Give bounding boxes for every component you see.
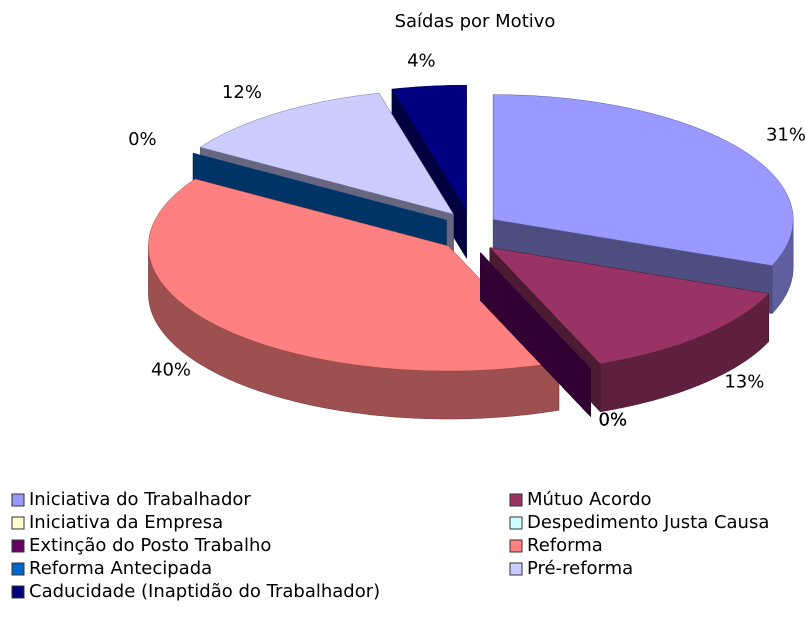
legend-label: Iniciativa da Empresa bbox=[29, 512, 223, 533]
chart-title: Saídas por Motivo bbox=[395, 11, 556, 32]
data-label: 31% bbox=[766, 124, 806, 145]
slice bbox=[391, 84, 467, 212]
legend-swatch bbox=[509, 539, 523, 553]
legend-swatch bbox=[11, 539, 25, 553]
data-label: 4% bbox=[407, 50, 436, 71]
legend-swatch bbox=[509, 493, 523, 507]
legend-label: Extinção do Posto Trabalho bbox=[29, 535, 271, 556]
data-label: 0% bbox=[599, 410, 628, 431]
data-label: 0% bbox=[599, 410, 628, 431]
slice bbox=[199, 92, 455, 215]
legend-label: Reforma Antecipada bbox=[29, 558, 212, 579]
data-label: 40% bbox=[151, 359, 191, 380]
data-label: 12% bbox=[222, 82, 262, 103]
legend-label: Caducidade (Inaptidão do Trabalhador) bbox=[29, 581, 380, 602]
legend-label: Despedimento Justa Causa bbox=[527, 512, 769, 533]
legend-swatch bbox=[11, 585, 25, 599]
slice bbox=[148, 178, 560, 372]
data-label: 0% bbox=[599, 410, 628, 431]
data-label: 13% bbox=[724, 371, 764, 392]
legend-label: Iniciativa do Trabalhador bbox=[29, 489, 251, 510]
legend-swatch bbox=[509, 562, 523, 576]
legend-swatch bbox=[509, 516, 523, 530]
pie bbox=[148, 84, 794, 420]
slice bbox=[193, 152, 447, 221]
legend-label: Reforma bbox=[527, 535, 603, 556]
legend-swatch bbox=[11, 493, 25, 507]
legend-swatch bbox=[11, 562, 25, 576]
slice bbox=[489, 247, 770, 365]
legend-label: Mútuo Acordo bbox=[527, 489, 652, 510]
slice bbox=[480, 252, 591, 369]
legend-label: Pré-reforma bbox=[527, 558, 633, 579]
legend-swatch bbox=[11, 516, 25, 530]
slice bbox=[492, 94, 794, 266]
data-label: 0% bbox=[128, 129, 157, 150]
